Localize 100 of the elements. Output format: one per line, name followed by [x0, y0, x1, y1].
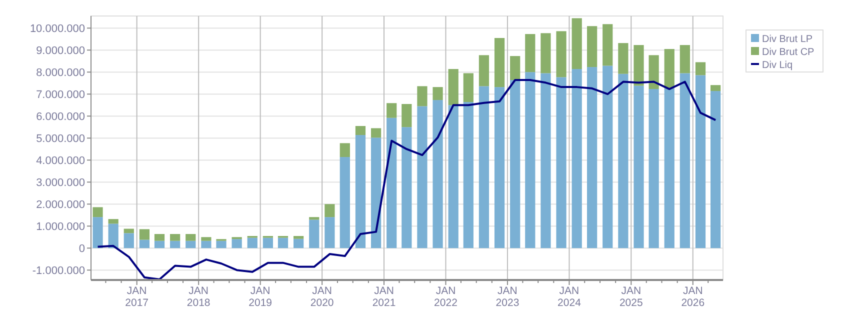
bar: [309, 217, 320, 220]
bar: [108, 219, 118, 224]
bar: [432, 87, 443, 100]
bar: [402, 127, 412, 248]
bar: [216, 240, 226, 248]
bar: [572, 69, 582, 248]
bar: [448, 105, 458, 248]
bar: [294, 238, 304, 248]
y-tick-label: 9.000.000: [36, 44, 85, 57]
bar: [664, 49, 674, 88]
bar: [108, 224, 118, 248]
bar: [386, 103, 397, 118]
legend-label: Div Brut CP: [762, 47, 815, 58]
x-tick-label: JAN 2018: [186, 285, 210, 309]
x-tick-label: JAN 2020: [310, 285, 334, 309]
y-tick-label: 7.000.000: [36, 88, 85, 101]
bar: [154, 240, 165, 248]
x-tick-label: JAN 2019: [248, 285, 272, 309]
bar: [170, 234, 180, 241]
x-tick-label: JAN 2017: [125, 285, 149, 309]
bar: [186, 234, 196, 241]
bar: [618, 74, 628, 248]
bar: [634, 86, 644, 248]
bar: [201, 240, 212, 248]
bar: [602, 24, 613, 66]
bar: [695, 62, 706, 76]
bar: [587, 26, 598, 68]
bar: [695, 75, 706, 248]
y-tick-label: -1.000.000: [32, 264, 85, 277]
x-tick-label: JAN 2023: [496, 285, 520, 309]
bar: [664, 88, 674, 248]
y-tick-label: 1.000.000: [36, 220, 85, 233]
bar: [294, 236, 304, 239]
bar: [170, 240, 180, 248]
bar: [92, 207, 103, 218]
bar: [618, 43, 628, 74]
y-tick-label: 3.000.000: [36, 176, 85, 189]
bar: [602, 66, 613, 248]
bar: [324, 217, 335, 248]
bar: [355, 135, 366, 248]
bar: [278, 238, 288, 248]
bar: [710, 85, 721, 92]
bar: [232, 239, 242, 248]
bar: [525, 72, 536, 248]
bar: [648, 89, 659, 248]
bar: [525, 34, 536, 72]
bar: [417, 106, 428, 248]
bar: [340, 157, 350, 248]
bar: [478, 55, 490, 86]
bar: [201, 237, 212, 241]
bar: [494, 87, 505, 248]
bar: [510, 56, 520, 80]
bar: [648, 55, 659, 90]
bar: [463, 102, 474, 248]
bar: [478, 86, 490, 248]
bar: [417, 86, 428, 106]
bar: [262, 238, 274, 248]
bar: [324, 204, 335, 218]
x-tick-label: JAN 2024: [558, 285, 582, 309]
bar: [634, 45, 644, 86]
y-tick-label: 8.000.000: [36, 66, 85, 79]
bar: [92, 217, 103, 248]
x-tick-label: JAN 2026: [681, 285, 705, 309]
legend-label: Div Liq: [762, 60, 793, 71]
x-tick-label: JAN 2022: [434, 285, 458, 309]
bar: [448, 69, 458, 106]
y-tick-label: 2.000.000: [36, 198, 85, 211]
bar: [540, 73, 551, 248]
bar: [124, 233, 134, 248]
bar: [510, 80, 520, 248]
bar: [309, 220, 320, 248]
x-tick-label: JAN 2021: [372, 285, 396, 309]
line-series: [96, 79, 717, 280]
bar: [540, 33, 551, 74]
bar: [139, 229, 150, 240]
y-tick-label: 10.000.000: [30, 22, 85, 35]
legend-label: Div Brut LP: [762, 34, 813, 45]
bar: [370, 138, 382, 248]
bar: [139, 240, 150, 248]
bar: [556, 77, 566, 248]
y-tick-label: 5.000.000: [36, 132, 85, 145]
bar: [432, 100, 443, 248]
bar: [680, 73, 690, 248]
bar: [680, 45, 690, 74]
y-tick-label: 6.000.000: [36, 110, 85, 123]
y-tick-label: 4.000.000: [36, 154, 85, 167]
bar: [556, 31, 566, 78]
bar: [463, 73, 474, 102]
bar: [587, 67, 598, 248]
y-tick-label: 0: [78, 242, 85, 255]
bar: [340, 143, 350, 158]
bar: [247, 238, 258, 248]
bar: [186, 240, 196, 248]
bar: [494, 38, 505, 88]
bar: [572, 18, 582, 70]
bar: [124, 228, 134, 234]
bar: [355, 126, 366, 136]
bar: [370, 128, 382, 138]
bar: [710, 91, 721, 248]
x-tick-label: JAN 2025: [619, 285, 643, 309]
